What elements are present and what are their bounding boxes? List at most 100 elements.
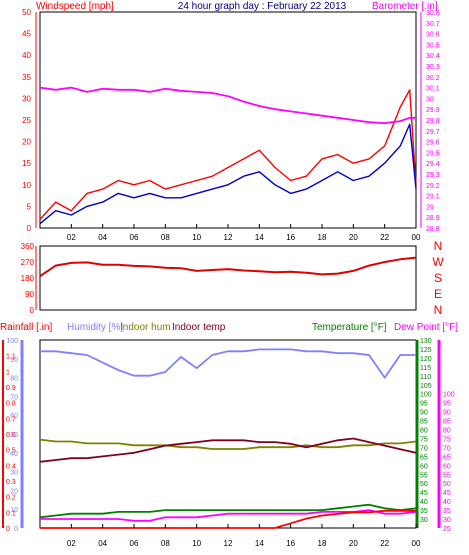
dew-point-tick-label: 55 — [443, 472, 451, 479]
barometer-tick-label: 30.4 — [426, 53, 440, 60]
barometer-tick-label: 29.1 — [426, 194, 440, 201]
windspeed-barometer-panel-xtick-label: 20 — [349, 233, 358, 242]
dew-point-tick-label: 25 — [443, 526, 451, 533]
windspeed-barometer-panel-xtick-label: 08 — [161, 233, 170, 242]
barometer-tick-label: 30.3 — [426, 64, 440, 71]
humidity-axis-label: Humidity [%] — [67, 322, 123, 333]
indoor-temp-label: Indoor temp — [172, 322, 226, 333]
humidity-tick-label: 30 — [10, 470, 18, 477]
windspeed-tick-label: 15 — [22, 159, 31, 168]
barometer-tick-label: 29.9 — [426, 107, 440, 114]
barometer-tick-label: 30.8 — [426, 10, 440, 17]
temperature-tick-label: 115 — [420, 365, 431, 372]
rain-humidity-temperature-panel-xtick-label: 12 — [224, 539, 233, 548]
compass-label: E — [434, 287, 442, 301]
temperature-tick-label: 55 — [420, 472, 428, 479]
humidity-tick-label: 0 — [14, 526, 18, 533]
temperature-tick-label: 65 — [420, 454, 428, 461]
humidity-tick-label: 50 — [10, 432, 18, 439]
rain-tick-label: 0.6 — [6, 432, 16, 439]
rain-tick-label: 0.1 — [6, 510, 16, 517]
humidity-tick-label: 80 — [10, 376, 18, 383]
compass-label: S — [434, 271, 442, 285]
windspeed-barometer-panel-xtick-label: 22 — [380, 233, 389, 242]
rain-humidity-temperature-panel-xtick-label: 10 — [192, 539, 201, 548]
dew-point-tick-label: 50 — [443, 481, 451, 488]
dew-point-tick-label: 60 — [443, 463, 451, 470]
dew-point-tick-label: 85 — [443, 419, 451, 426]
dew-point-axis-label: Dew Point [°F] — [394, 322, 458, 333]
temperature-tick-label: 50 — [420, 481, 428, 488]
rain-humidity-temperature-panel-xtick-label: 20 — [349, 539, 358, 548]
barometer-tick-label: 30.6 — [426, 32, 440, 39]
dew-point-tick-label: 80 — [443, 428, 451, 435]
direction-tick-label: 270 — [21, 258, 35, 267]
dew-point-tick-label: 40 — [443, 499, 451, 506]
temperature-tick-label: 45 — [420, 490, 428, 497]
windspeed-axis-label: Windspeed [mph] — [36, 1, 114, 12]
temperature-tick-label: 85 — [420, 419, 428, 426]
barometer-tick-label: 29.3 — [426, 172, 440, 179]
direction-tick-label: 360 — [21, 242, 35, 251]
temperature-tick-label: 125 — [420, 347, 432, 354]
barometer-tick-label: 30.7 — [426, 21, 440, 28]
temperature-tick-label: 40 — [420, 499, 428, 506]
series-humidity — [40, 348, 416, 379]
windspeed-tick-label: 20 — [22, 138, 31, 147]
humidity-tick-label: 40 — [10, 451, 18, 458]
temperature-tick-label: 70 — [420, 445, 428, 452]
rain-humidity-temperature-panel-xtick-label: 22 — [380, 539, 389, 548]
rain-humidity-temperature-panel-xtick-label: 18 — [318, 539, 327, 548]
windspeed-tick-label: 25 — [22, 116, 31, 125]
windspeed-tick-label: 5 — [27, 202, 32, 211]
compass-label: W — [432, 255, 444, 269]
direction-tick-label: 0 — [30, 306, 35, 315]
humidity-tick-label: 100 — [6, 338, 18, 345]
graph-title: 24 hour graph day : February 22 2013 — [178, 1, 347, 12]
barometer-tick-label: 29.5 — [426, 150, 440, 157]
series-temperature — [39, 503, 417, 519]
temperature-tick-label: 90 — [420, 410, 428, 417]
windspeed-barometer-panel-xtick-label: 14 — [255, 233, 264, 242]
barometer-tick-label: 29.4 — [426, 161, 440, 168]
windspeed-barometer-panel-xtick-label: 04 — [98, 233, 107, 242]
windspeed-barometer-panel-xtick-label: 12 — [224, 233, 233, 242]
temperature-tick-label: 120 — [420, 356, 432, 363]
barometer-tick-label: 30.5 — [426, 42, 440, 49]
temperature-tick-label: 30 — [420, 517, 428, 524]
dew-point-tick-label: 70 — [443, 445, 451, 452]
barometer-axis-label: Barometer [.in] — [372, 1, 438, 12]
rain-tick-label: 0 — [6, 526, 10, 533]
direction-tick-label: 90 — [25, 290, 34, 299]
rain-humidity-temperature-panel-xtick-label: 16 — [286, 539, 295, 548]
series-indoor_hum — [39, 438, 417, 450]
dew-point-tick-label: 90 — [443, 410, 451, 417]
dew-point-tick-label: 30 — [443, 517, 451, 524]
dew-point-tick-label: 65 — [443, 454, 451, 461]
windspeed-tick-label: 35 — [22, 73, 31, 82]
dew-point-tick-label: 75 — [443, 436, 451, 443]
rain-humidity-temperature-panel-xtick-label: 04 — [98, 539, 107, 548]
rain-humidity-temperature-panel-xtick-label: 08 — [161, 539, 170, 548]
dew-point-tick-label: 100 — [443, 392, 455, 399]
rain-tick-label: 0.2 — [6, 495, 16, 502]
windspeed-barometer-panel-xtick-label: 00 — [412, 233, 421, 242]
temperature-tick-label: 105 — [420, 383, 432, 390]
temperature-tick-label: 100 — [420, 392, 432, 399]
temperature-axis-label: Temperature [°F] — [312, 322, 387, 333]
barometer-tick-label: 29.6 — [426, 140, 440, 147]
windspeed-tick-label: 45 — [22, 30, 31, 39]
barometer-tick-label: 29 — [426, 204, 434, 211]
windspeed-tick-label: 40 — [22, 51, 31, 60]
humidity-tick-label: 70 — [10, 394, 18, 401]
compass-label: N — [434, 303, 443, 317]
temperature-tick-label: 110 — [420, 374, 431, 381]
windspeed-tick-label: 0 — [27, 224, 32, 233]
barometer-tick-label: 28.9 — [426, 215, 440, 222]
windspeed-tick-label: 10 — [22, 181, 31, 190]
windspeed-tick-label: 50 — [22, 8, 31, 17]
rain-hum-temp-frame — [39, 339, 417, 529]
wind-direction-series-0 — [39, 256, 417, 278]
rain-tick-label: 1.1 — [6, 354, 16, 361]
